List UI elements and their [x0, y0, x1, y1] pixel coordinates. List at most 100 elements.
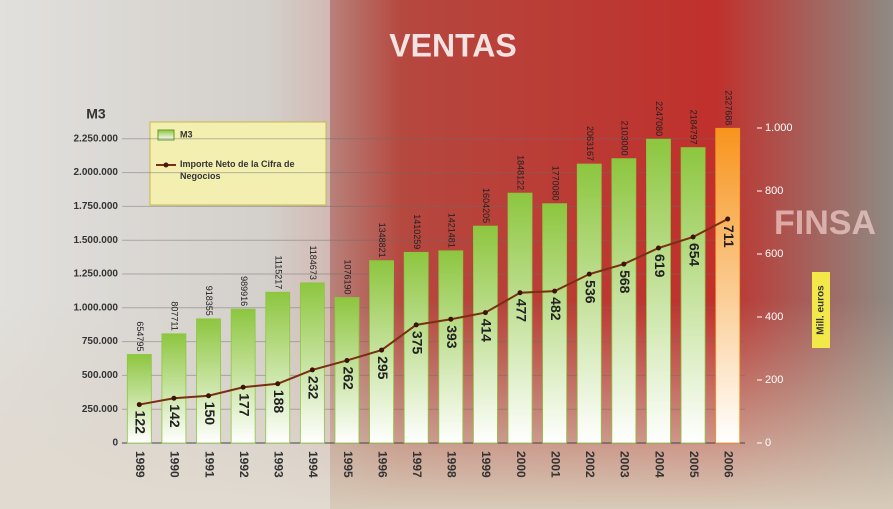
line-point — [621, 261, 627, 267]
line-point — [725, 216, 731, 222]
bar — [473, 225, 498, 444]
x-tick-label: 1998 — [445, 451, 459, 478]
y-tick-label: 2.250.000 — [74, 133, 119, 144]
bar-value-label: 1184673 — [308, 245, 318, 279]
x-tick-label: 1990 — [168, 451, 182, 478]
y2-axis-title: Mill. euros — [816, 285, 827, 335]
y2-tick-label: 1.000 — [765, 122, 793, 134]
line-point — [690, 234, 696, 240]
line-value-label: 477 — [513, 299, 529, 323]
x-tick-label: 1993 — [272, 451, 286, 478]
x-tick-label: 2005 — [687, 451, 701, 478]
y-tick-label: 750.000 — [82, 336, 119, 347]
x-tick-label: 1991 — [202, 451, 216, 478]
y-tick-label: 1.750.000 — [74, 201, 119, 212]
bar-value-label: 807711 — [170, 301, 180, 330]
legend-swatch — [157, 129, 175, 141]
y-axis-title: M3 — [86, 106, 106, 122]
photo-text: FINSA — [774, 204, 876, 242]
x-tick-label: 1996 — [375, 451, 389, 478]
x-tick-label: 2003 — [618, 451, 632, 478]
line-point — [309, 367, 315, 373]
line-value-label: 177 — [236, 393, 252, 417]
x-tick-label: 2000 — [514, 451, 528, 478]
bar — [438, 250, 464, 444]
y-tick-label: 0 — [112, 438, 118, 449]
y2-tick-label: 0 — [765, 437, 771, 449]
y-tick-label: 1.000.000 — [74, 302, 119, 313]
y2-tick-label: 200 — [765, 374, 783, 386]
line-value-label: 150 — [202, 402, 218, 426]
x-tick-label: 1999 — [479, 451, 493, 478]
bar-value-label: 1115217 — [273, 256, 283, 290]
line-point — [482, 310, 488, 316]
line-point — [379, 347, 385, 353]
x-tick-label: 2001 — [548, 451, 562, 478]
line-point — [240, 384, 246, 390]
bar — [334, 297, 360, 444]
bar-value-label: 2103000 — [619, 121, 629, 156]
bar-value-label: 1848122 — [516, 155, 526, 190]
line-point — [206, 393, 212, 399]
line — [139, 218, 729, 406]
y-tick-label: 500.000 — [82, 370, 119, 381]
bar-value-label: 1348821 — [377, 223, 387, 258]
bar — [542, 203, 568, 444]
bar-value-label: 1604205 — [481, 188, 491, 223]
legend — [149, 121, 327, 206]
bar — [576, 163, 602, 444]
chart-title: VENTAS — [389, 27, 516, 63]
x-tick-label: 2006 — [722, 451, 736, 478]
y-tick-label: 2.000.000 — [74, 167, 119, 178]
x-tick-label: 2002 — [583, 451, 597, 478]
line-value-label: 619 — [652, 254, 668, 278]
line-value-label: 654 — [686, 243, 702, 267]
line-point — [586, 271, 592, 277]
line-point — [552, 288, 558, 294]
line-point — [275, 381, 281, 387]
x-tick-label: 1994 — [306, 451, 320, 478]
line-point — [171, 395, 177, 401]
bar — [715, 127, 741, 444]
line-value-label: 142 — [167, 404, 183, 428]
x-tick-label: 1992 — [237, 451, 251, 478]
y2-tick-label: 800 — [765, 185, 783, 197]
line-point — [344, 357, 350, 363]
line-value-label: 414 — [479, 319, 495, 343]
line-point — [413, 322, 419, 328]
x-tick-label: 1997 — [410, 451, 424, 478]
bar-value-label: 1076190 — [343, 259, 353, 294]
bar — [299, 282, 325, 444]
line-value-label: 262 — [340, 366, 356, 390]
bar-value-label: 2247080 — [654, 101, 664, 136]
bar — [611, 158, 637, 444]
bar — [161, 333, 187, 444]
line-value-label: 295 — [375, 356, 391, 380]
bar-value-label: 1410259 — [412, 214, 422, 249]
bar — [265, 291, 291, 444]
y-tick-label: 1.500.000 — [74, 235, 119, 246]
line-value-label: 711 — [721, 225, 737, 248]
bar-value-label: 1421481 — [446, 213, 456, 248]
bar-value-label: 2184797 — [689, 110, 699, 145]
bar — [196, 318, 221, 444]
y2-label-box — [812, 272, 830, 348]
bar-value-label: 2063167 — [585, 126, 595, 161]
legend-label: Importe Neto de la Cifra de Negocios — [180, 159, 295, 181]
y-tick-label: 250.000 — [82, 404, 119, 415]
line-value-label: 393 — [444, 325, 460, 349]
line-value-label: 568 — [617, 270, 633, 294]
line-point — [655, 245, 661, 251]
y-tick-label: 1.250.000 — [74, 269, 119, 280]
y2-tick-label: 600 — [765, 248, 783, 260]
x-tick-label: 2004 — [652, 451, 666, 478]
x-tick-label: 1989 — [133, 451, 147, 478]
legend-label-wrap: Importe Neto de la Cifra de Negocios — [180, 159, 295, 181]
line-value-label: 482 — [548, 297, 564, 321]
line-point — [448, 316, 454, 322]
bar-value-label: 654795 — [135, 321, 145, 351]
legend-label: M3 — [180, 129, 193, 139]
bar-value-label: 1770080 — [550, 166, 560, 201]
bar — [230, 308, 256, 444]
